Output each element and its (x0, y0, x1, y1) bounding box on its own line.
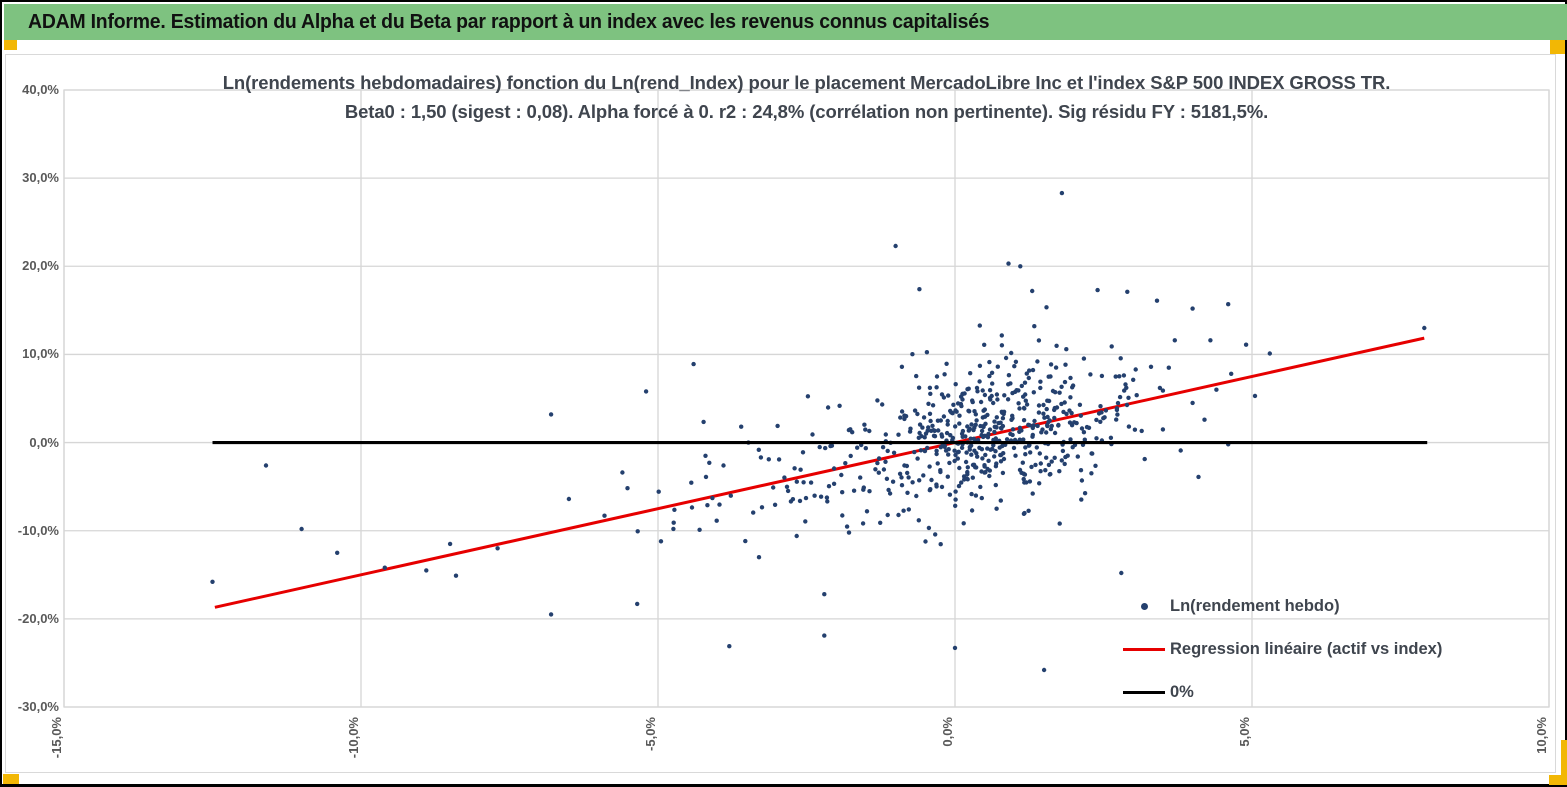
y-tick-label: 10,0% (22, 346, 59, 362)
y-tick-label: -30,0% (17, 699, 59, 714)
y-tick-label: 20,0% (22, 258, 59, 274)
excel-chart-object[interactable]: Ln(rendements hebdomadaires) fonction du… (5, 54, 1556, 773)
chart-title-line1: Ln(rendements hebdomadaires) fonction du… (222, 72, 1391, 93)
regression-line[interactable] (214, 336, 1425, 609)
range-handle-top-left[interactable] (4, 40, 17, 50)
regression-line-icon (1118, 648, 1170, 651)
legend-label: Regression linéaire (actif vs index) (1170, 640, 1443, 658)
legend-item-scatter-series[interactable]: Ln(rendement hebdo) (1118, 585, 1442, 628)
range-handle-bottom-left[interactable] (3, 774, 19, 784)
y-tick-label: -10,0% (17, 522, 59, 538)
y-tick-label: 0,0% (29, 434, 59, 450)
scatter-plot-canvas (63, 89, 1550, 708)
x-tick-label: 5,0% (1237, 717, 1252, 747)
report-header-bar: ADAM Informe. Estimation du Alpha et du … (4, 4, 1567, 40)
range-handle-top-right[interactable] (1550, 40, 1565, 54)
x-tick-label: -5,0% (643, 717, 658, 751)
y-tick-label: 40,0% (22, 82, 59, 97)
scatter-points (210, 190, 1427, 673)
legend-item-regression-line[interactable]: Regression linéaire (actif vs index) (1118, 628, 1442, 671)
range-handle-right-strip[interactable] (1561, 740, 1567, 776)
report-title: ADAM Informe. Estimation du Alpha et du … (28, 10, 990, 33)
zero-line-icon (1118, 690, 1170, 695)
chart-title-line2: Beta0 : 1,50 (sigest : 0,08). Alpha forc… (344, 101, 1269, 122)
scatter-series-dot-icon (1118, 603, 1170, 610)
range-handle-bottom-right[interactable] (1549, 775, 1567, 785)
legend-label: Ln(rendement hebdo) (1170, 597, 1340, 615)
legend-item-zero-line[interactable]: 0% (1118, 671, 1442, 714)
x-tick-label: 0,0% (940, 717, 955, 747)
x-tick-label: 10,0% (1534, 717, 1549, 754)
x-tick-label: -15,0% (49, 717, 64, 759)
chart-legend: Ln(rendement hebdo) Regression linéaire … (1118, 585, 1442, 714)
chart-title: Ln(rendements hebdomadaires) fonction du… (64, 68, 1549, 126)
legend-label: 0% (1170, 683, 1194, 701)
x-tick-label: -10,0% (346, 717, 361, 759)
y-tick-label: 30,0% (22, 170, 59, 186)
plot-area-border (63, 89, 1550, 708)
y-tick-label: -20,0% (17, 610, 59, 626)
